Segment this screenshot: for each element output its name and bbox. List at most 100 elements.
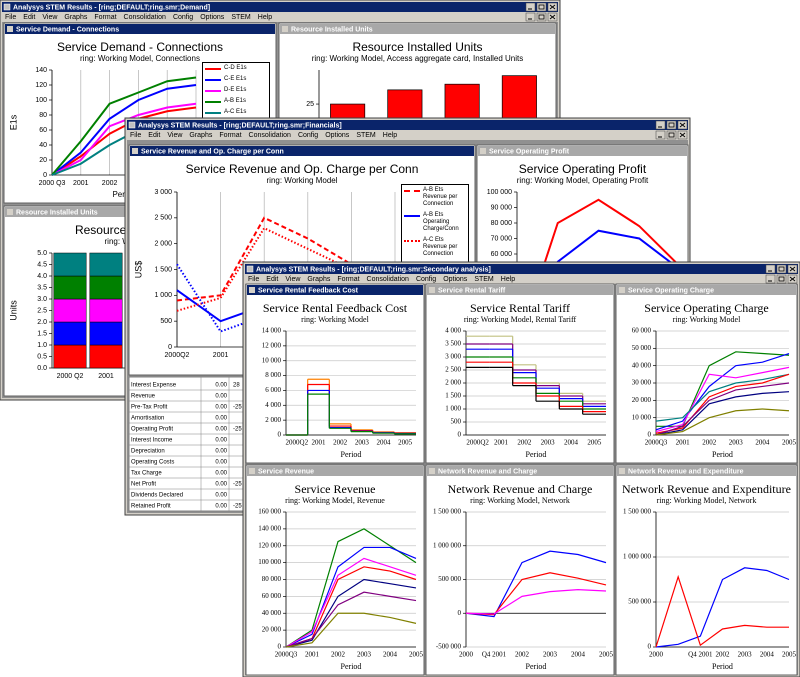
app-icon xyxy=(128,121,136,129)
x-tick-label: 2001 xyxy=(213,352,229,359)
table-cell: Pre-Tax Profit xyxy=(131,405,168,411)
window-button[interactable] xyxy=(655,120,666,130)
y-axis-label: Units xyxy=(8,300,18,321)
y-tick-label: 1 500 000 xyxy=(433,508,462,516)
legend-label: C-D E1s xyxy=(224,65,247,71)
panel-caption-bar xyxy=(247,466,423,476)
menu-item[interactable]: File xyxy=(5,14,16,21)
table-cell: Amortisation xyxy=(131,416,164,422)
window-button[interactable] xyxy=(525,2,536,12)
y-tick-label: 5.0 xyxy=(37,250,47,257)
menu-item[interactable]: STEM xyxy=(231,14,251,21)
x-tick-label: 2005 xyxy=(782,439,797,447)
y-tick-label: 2 500 xyxy=(154,215,172,222)
chart-subtitle: ring: Working Model, Revenue xyxy=(285,496,385,505)
series-line xyxy=(655,391,790,436)
menu-item[interactable]: STEM xyxy=(356,132,376,139)
menu-item[interactable]: View xyxy=(167,132,183,139)
menu-item[interactable]: Help xyxy=(258,14,273,21)
table-cell: Net Profit xyxy=(131,482,156,488)
window-button[interactable] xyxy=(765,274,776,284)
panel-caption-bar xyxy=(427,285,613,295)
y-tick-label: 3 500 xyxy=(445,340,461,348)
menu-item[interactable]: Options xyxy=(443,276,468,283)
menu-item[interactable]: Edit xyxy=(23,14,35,21)
window-button[interactable] xyxy=(536,12,547,22)
window-button[interactable] xyxy=(536,2,547,12)
window-button[interactable] xyxy=(655,130,666,140)
x-tick-label: 2000Q3 xyxy=(645,439,668,447)
series-line xyxy=(655,366,790,433)
legend-label: A-B E1s xyxy=(224,98,247,104)
y-tick-label: 160 000 xyxy=(258,508,281,516)
table-cell: 0.00 xyxy=(215,504,227,510)
x-tick-label: 2002 xyxy=(517,439,532,447)
menu-item[interactable]: Config xyxy=(173,14,193,21)
window-button[interactable] xyxy=(525,12,536,22)
series-line xyxy=(655,408,790,436)
window-button[interactable] xyxy=(776,274,787,284)
y-tick-label: 2 500 xyxy=(445,366,461,374)
y-tick-label: 1 000 000 xyxy=(623,553,652,561)
menu-item[interactable]: Graphs xyxy=(189,132,212,139)
menu-item[interactable]: Help xyxy=(383,132,398,139)
menu-item[interactable]: Consolidation xyxy=(367,276,410,283)
menu-item[interactable]: View xyxy=(42,14,58,21)
table-cell: -25 xyxy=(233,405,242,411)
window-button[interactable] xyxy=(666,130,677,140)
menu-item[interactable]: Format xyxy=(337,276,359,283)
y-tick-label: 100 xyxy=(35,97,47,104)
window-button[interactable] xyxy=(776,264,787,274)
menu-item[interactable]: Options xyxy=(325,132,350,139)
menu-item[interactable]: Config xyxy=(298,132,318,139)
panel-caption-bar xyxy=(130,146,474,156)
window-button[interactable] xyxy=(666,120,677,130)
menu-item[interactable]: File xyxy=(248,276,259,283)
y-tick-label: 25 xyxy=(306,101,314,108)
table-cell: Depreciation xyxy=(131,449,165,455)
y-tick-label: 12 000 xyxy=(262,341,282,349)
menu-item[interactable]: File xyxy=(130,132,141,139)
chart-title: Network Revenue and Expenditure xyxy=(622,482,791,496)
panel-caption: Service Revenue and Op. Charge per Conn xyxy=(141,148,284,155)
x-tick-label: 2000Q2 xyxy=(165,352,190,359)
legend-entry: D-E E1s xyxy=(205,87,267,94)
menu-item[interactable]: Consolidation xyxy=(124,14,167,21)
table-cell: Operating Costs xyxy=(131,460,174,466)
menu-item[interactable]: Config xyxy=(416,276,436,283)
series-line xyxy=(285,557,417,648)
bar-segment xyxy=(53,344,87,369)
menu-item[interactable]: Graphs xyxy=(307,276,330,283)
panel xyxy=(425,283,615,464)
menu-item[interactable]: Options xyxy=(200,14,225,21)
legend-swatch xyxy=(404,215,420,217)
y-tick-label: 500 xyxy=(451,418,462,426)
series-line xyxy=(655,567,790,648)
series-line xyxy=(285,546,417,648)
maximize-glyph xyxy=(778,266,785,272)
menu-item[interactable]: STEM xyxy=(474,276,494,283)
x-tick-label: Q4 2001 xyxy=(482,651,507,659)
panel-icon xyxy=(249,287,255,293)
menu-item[interactable]: Help xyxy=(501,276,516,283)
panel-caption-bar xyxy=(617,285,796,295)
panel-caption-bar xyxy=(280,24,555,34)
menu-item[interactable]: Graphs xyxy=(64,14,87,21)
menu-item[interactable]: Format xyxy=(94,14,116,21)
menu-item[interactable]: Consolidation xyxy=(249,132,292,139)
menu-item[interactable]: View xyxy=(285,276,301,283)
menu-item[interactable]: Edit xyxy=(266,276,278,283)
y-tick-label: 140 xyxy=(35,67,47,74)
legend-label: A-B Ets Operating Charge/Conn xyxy=(423,212,459,232)
chart-subtitle: ring: Working Model, Network xyxy=(470,496,570,505)
table-cell: 0.00 xyxy=(215,383,227,389)
series-line xyxy=(285,612,417,648)
menu-item[interactable]: Format xyxy=(219,132,241,139)
menu-item[interactable]: Edit xyxy=(148,132,160,139)
window-button[interactable] xyxy=(765,264,776,274)
table-cell: Dividends Declared xyxy=(131,493,183,499)
